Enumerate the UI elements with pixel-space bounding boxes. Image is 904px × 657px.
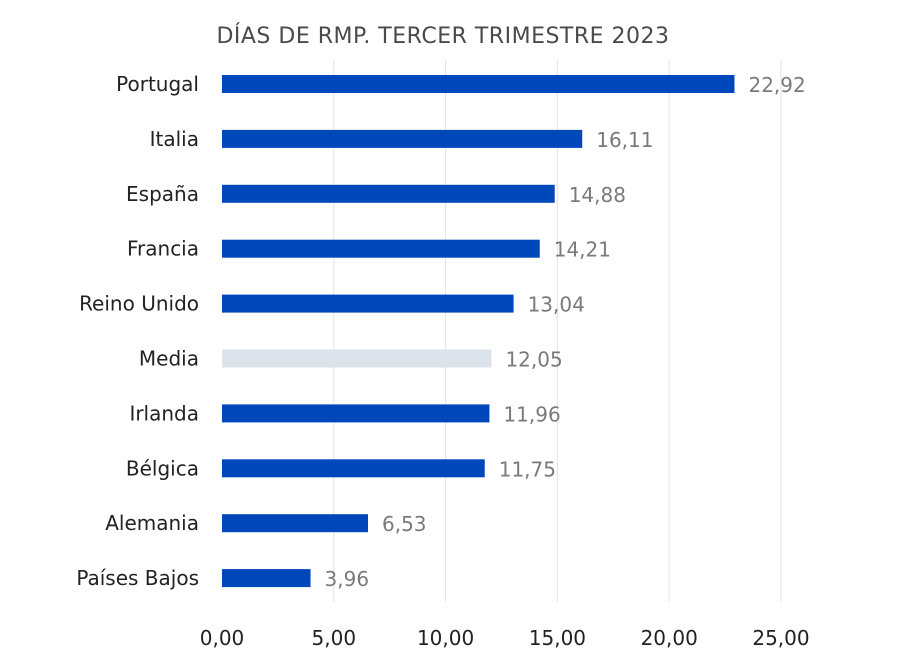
x-tick-label: 5,00 [312, 626, 357, 650]
bar-7 [222, 459, 485, 478]
x-tick-label: 0,00 [200, 626, 245, 650]
chart-title: DÍAS DE RMP. TERCER TRIMESTRE 2023 [216, 23, 669, 49]
x-tick-label: 15,00 [529, 626, 586, 650]
bar-0 [222, 75, 735, 93]
bar-4 [222, 294, 514, 313]
value-label: 11,75 [499, 457, 556, 481]
bar-1 [222, 129, 583, 148]
category-label: Alemania [105, 511, 199, 535]
category-label: Italia [150, 127, 199, 151]
value-label: 12,05 [505, 348, 562, 372]
category-label: Bélgica [126, 456, 199, 480]
bar-2 [222, 184, 555, 203]
value-label: 14,88 [569, 183, 626, 207]
category-label: Reino Unido [79, 292, 199, 316]
category-label: Francia [127, 237, 199, 261]
category-label: España [126, 182, 199, 206]
category-labels: Portugal Italia España Francia Reino Unido Me… [76, 72, 199, 590]
x-tick-label: 25,00 [752, 626, 809, 650]
category-label: Países Bajos [76, 566, 199, 590]
value-label: 22,92 [748, 73, 805, 97]
bar-9 [222, 569, 311, 588]
category-label: Media [139, 347, 199, 371]
x-axis-ticks: 0,00 5,00 10,00 15,00 20,00 25,00 [200, 626, 810, 650]
grid-lines [333, 60, 782, 602]
bar-6 [222, 404, 490, 423]
x-tick-label: 10,00 [417, 626, 474, 650]
bar-5 [222, 349, 492, 368]
bar-3 [222, 239, 540, 258]
category-label: Portugal [116, 72, 199, 96]
value-label: 3,96 [325, 567, 370, 591]
value-label: 6,53 [382, 512, 427, 536]
value-labels: 22,92 16,11 14,88 14,21 13,04 12,05 11,96 11,75… [325, 73, 806, 591]
value-label: 16,11 [596, 128, 653, 152]
bar-8 [222, 514, 369, 533]
value-label: 14,21 [554, 238, 611, 262]
x-tick-label: 20,00 [641, 626, 698, 650]
bars [222, 75, 735, 588]
category-label: Irlanda [129, 401, 199, 425]
value-label: 11,96 [503, 402, 560, 426]
value-label: 13,04 [528, 293, 585, 317]
